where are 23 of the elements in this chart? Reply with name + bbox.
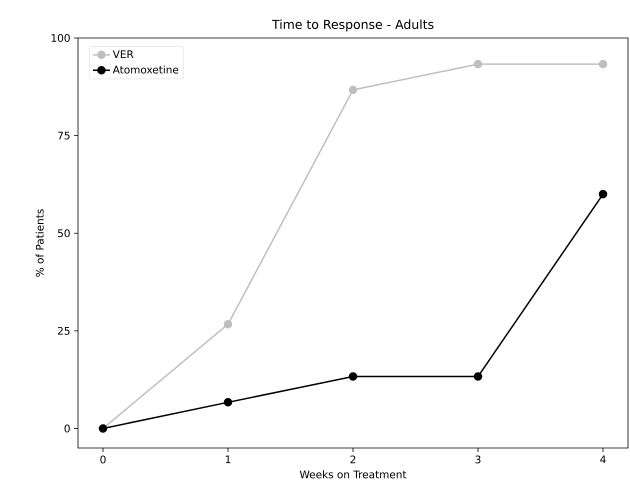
y-tick-label: 100: [52, 34, 70, 42]
point: [474, 60, 482, 68]
point: [224, 398, 232, 407]
point: [474, 372, 482, 381]
y-tick-label: 0: [64, 424, 70, 432]
point: [348, 372, 358, 381]
legend-label: Atomoxetine: [112, 65, 178, 74]
point: [598, 60, 608, 68]
x-tick-label: 3: [475, 456, 480, 464]
x-tick-label: 0: [100, 456, 106, 464]
x-axis-title: Weeks on Treatment: [300, 470, 406, 478]
x-tick-label: 4: [600, 456, 606, 464]
x-tick-label: 2: [350, 456, 356, 464]
point: [224, 320, 232, 328]
x-tick-label: 1: [226, 456, 230, 464]
legend-label: VER: [112, 50, 134, 58]
chart-title: Time to Response - Adults: [272, 19, 434, 32]
y-tick-label: 75: [58, 132, 70, 140]
y-tick-label: 50: [58, 229, 70, 238]
point: [598, 190, 608, 198]
y-tick-label: 25: [58, 326, 70, 335]
y-axis-title: % of Patients: [36, 209, 44, 277]
point: [348, 86, 358, 94]
